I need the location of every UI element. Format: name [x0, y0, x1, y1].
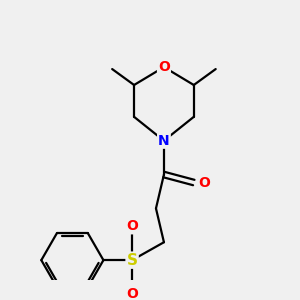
Text: N: N: [158, 134, 170, 148]
Text: O: O: [126, 287, 138, 300]
Text: O: O: [126, 219, 138, 233]
Text: O: O: [199, 176, 210, 190]
Text: S: S: [127, 253, 138, 268]
Text: O: O: [158, 60, 170, 74]
